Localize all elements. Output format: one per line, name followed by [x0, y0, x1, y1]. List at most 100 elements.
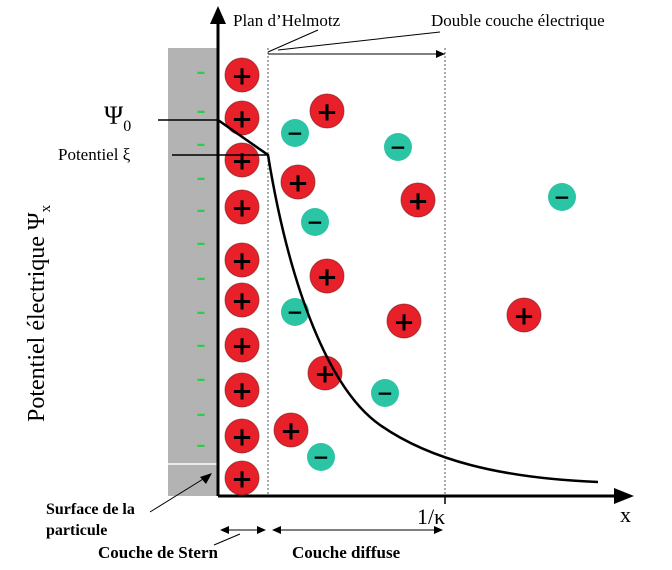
diffuse-label: Couche diffuse — [292, 543, 401, 562]
surface-leader — [149, 475, 209, 513]
surface-leader-arrow — [200, 473, 212, 484]
positive-ion: + — [506, 297, 542, 333]
positive-ion-sign: + — [407, 186, 429, 216]
positive-ion: + — [224, 372, 260, 408]
negative-ion: − — [307, 443, 335, 471]
positive-ion-sign: + — [513, 301, 535, 331]
stern-leader — [213, 533, 241, 546]
negative-ion-sign: − — [287, 121, 304, 145]
positive-ion-body — [224, 242, 260, 278]
negative-ion: − — [281, 298, 309, 326]
positive-ion-sign: + — [231, 422, 253, 452]
positive-ion-sign: + — [231, 146, 253, 176]
positive-ion-sign: + — [316, 262, 338, 292]
surface-negative-charge: – — [197, 134, 206, 155]
psi0-label: Ψ0 — [104, 101, 131, 135]
diffuse-arrow-right — [434, 526, 443, 534]
surface-negative-charge: – — [197, 369, 206, 390]
positive-ion-body — [386, 303, 422, 339]
positive-ion-sign: + — [393, 307, 415, 337]
positive-ion-body — [309, 93, 345, 129]
double-couche-bracket-arrow — [436, 50, 445, 58]
positive-ion: + — [224, 327, 260, 363]
positive-ion-body — [224, 57, 260, 93]
x-axis-label: x — [620, 502, 631, 527]
positive-ion-body — [400, 182, 436, 218]
positive-ion-sign: + — [287, 168, 309, 198]
negative-ion-body — [371, 379, 399, 407]
surface-negative-charge: – — [197, 168, 206, 189]
positive-ion: + — [280, 164, 316, 200]
positive-ion-sign: + — [231, 193, 253, 223]
positive-ion: + — [224, 142, 260, 178]
positive-ion: + — [224, 418, 260, 454]
positive-ion-sign: + — [231, 376, 253, 406]
positive-ion-body — [224, 418, 260, 454]
stern-label: Couche de Stern — [98, 543, 218, 562]
y-axis-label-main: Potentiel électrique Ψ — [24, 212, 50, 422]
surface-negative-charge: – — [197, 233, 206, 254]
surface-negative-charge: – — [197, 268, 206, 289]
positive-ion-sign: + — [231, 331, 253, 361]
stern-arrow-left — [220, 526, 229, 534]
positive-ion-body — [273, 412, 309, 448]
positive-ion-body — [224, 460, 260, 496]
positive-ion-sign: + — [231, 246, 253, 276]
x-axis-arrow — [614, 488, 634, 504]
positive-ion-body — [224, 372, 260, 408]
positive-ion: + — [309, 93, 345, 129]
negative-ion-sign: − — [313, 445, 330, 469]
negative-ion-sign: − — [377, 381, 394, 405]
positive-ion: + — [273, 412, 309, 448]
negative-ion-sign: − — [554, 185, 571, 209]
positive-ion-body — [224, 327, 260, 363]
surface-label-line1: Surface de la — [46, 501, 135, 518]
positive-ion: + — [386, 303, 422, 339]
positive-ion-body — [224, 189, 260, 225]
negative-ion: − — [281, 119, 309, 147]
ions: +++++++++++++++ +++−−−−−−− — [224, 57, 576, 496]
positive-ion-sign: + — [231, 286, 253, 316]
negative-ion-body — [281, 119, 309, 147]
surface-negative-charge: – — [197, 200, 206, 221]
zeta-label: Potentiel ξ — [58, 145, 131, 164]
negative-ion: − — [384, 133, 412, 161]
stern-arrow-right — [257, 526, 266, 534]
double-couche-leader — [277, 31, 441, 51]
y-axis-label: Potentiel électrique Ψx — [24, 204, 54, 422]
negative-ion: − — [548, 183, 576, 211]
kappa-label: 1/κ — [417, 504, 445, 529]
positive-ion-body — [224, 282, 260, 318]
positive-ion: + — [224, 242, 260, 278]
negative-ion-sign: − — [307, 210, 324, 234]
negative-ion: − — [371, 379, 399, 407]
positive-ion: + — [224, 282, 260, 318]
negative-ion-sign: − — [287, 300, 304, 324]
positive-ion-body — [280, 164, 316, 200]
positive-ion-body — [224, 142, 260, 178]
positive-ion-sign: + — [316, 97, 338, 127]
surface-negative-charge: – — [197, 435, 206, 456]
negative-ion-body — [384, 133, 412, 161]
negative-ion: − — [301, 208, 329, 236]
positive-ion-sign: + — [231, 61, 253, 91]
surface-negative-charge: – — [197, 62, 206, 83]
psi0-subscript: 0 — [123, 118, 131, 135]
surface-charges: – – – – – – – – – – – – — [197, 62, 206, 456]
surface-negative-charge: – — [197, 404, 206, 425]
positive-ion-body — [309, 258, 345, 294]
surface-negative-charge: – — [197, 302, 206, 323]
diffuse-arrow-left — [272, 526, 281, 534]
plan-helmotz-leader — [267, 29, 319, 53]
positive-ion: + — [224, 460, 260, 496]
positive-ion-sign: + — [280, 416, 302, 446]
positive-ion-body — [224, 100, 260, 136]
y-axis-label-sub: x — [38, 204, 54, 212]
positive-ion: + — [224, 189, 260, 225]
positive-ion: + — [307, 355, 343, 391]
negative-ion-body — [301, 208, 329, 236]
positive-ion: + — [224, 57, 260, 93]
surface-negative-charge: – — [197, 101, 206, 122]
double-couche-label: Double couche électrique — [431, 11, 605, 30]
surface-negative-charge: – — [197, 335, 206, 356]
